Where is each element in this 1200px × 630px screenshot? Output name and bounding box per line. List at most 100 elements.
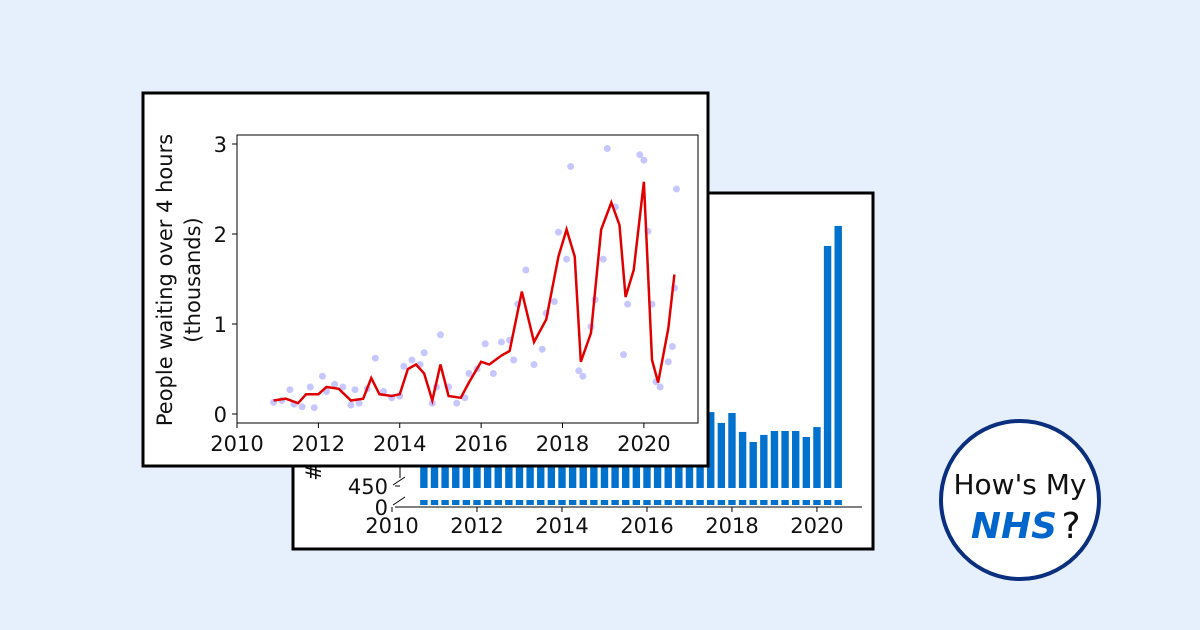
point (567, 163, 575, 170)
bar-stub (537, 500, 545, 505)
x-tick-label: 2016 (620, 514, 673, 538)
bar-stub (728, 500, 736, 505)
bar-stub (707, 500, 715, 505)
bar-stub (770, 500, 779, 505)
bar-stub (653, 500, 662, 505)
x-tick-label: 2020 (790, 514, 843, 538)
point (306, 383, 314, 391)
x-tick-label: 2018 (705, 514, 758, 538)
bar-stub (558, 500, 566, 505)
bar-stub (738, 500, 747, 505)
x-tick-label: 2018 (536, 432, 589, 456)
bar (770, 430, 779, 488)
bar (473, 450, 481, 488)
bar (420, 457, 428, 488)
axis-break (392, 476, 406, 506)
bar-stub (834, 500, 842, 505)
logo: How's My NHS ? (939, 419, 1101, 581)
bar (781, 430, 789, 488)
bar (834, 225, 842, 488)
point (640, 156, 648, 164)
point (286, 386, 294, 394)
bar (441, 459, 449, 488)
bar-stub (611, 500, 619, 505)
logo-ring (939, 419, 1101, 581)
point (656, 383, 664, 391)
y-axis-label: (thousands) (181, 217, 205, 342)
bar-stub (579, 500, 587, 505)
bar-stub (515, 500, 524, 505)
bar-stub (749, 500, 757, 505)
bar-stub (505, 500, 513, 505)
bar (515, 450, 524, 488)
bar (728, 413, 736, 488)
point (465, 370, 473, 377)
bar (430, 456, 439, 488)
y-tick-label: 2 (214, 223, 227, 247)
bar-stub (792, 500, 800, 505)
bar (813, 427, 821, 488)
bar (707, 412, 715, 488)
x-tick-label: 2012 (292, 432, 345, 456)
bar-stub (664, 500, 672, 505)
bar-stub (781, 500, 789, 505)
point (298, 403, 306, 411)
point (453, 399, 461, 407)
point (538, 345, 546, 353)
bar (823, 245, 832, 488)
point (579, 372, 587, 380)
bar (462, 452, 471, 488)
x-tick-label: 2010 (365, 514, 418, 538)
bar-stub (675, 500, 683, 505)
y-axis-label: # (302, 463, 326, 481)
x-tick-label: 2016 (454, 432, 507, 456)
bar-stub (802, 500, 811, 505)
bar-stub (632, 500, 641, 505)
point (347, 401, 355, 409)
bar-stub (600, 500, 609, 505)
plot-area (236, 134, 699, 424)
point (672, 185, 680, 193)
bar-stub (568, 500, 577, 505)
bar-stub (526, 500, 534, 505)
bar-stub (462, 500, 471, 505)
point (550, 298, 558, 305)
y-tick-label: 450 (348, 475, 388, 499)
point (379, 388, 387, 395)
bar-stub (430, 500, 439, 505)
front-chart: 2010 2012 2014 2016 2018 2020 0 1 2 3 People waiti… (141, 91, 710, 468)
bar (452, 454, 460, 488)
point (599, 255, 607, 263)
x-tick-label: 2012 (450, 514, 503, 538)
y-axis-label: People waiting over 4 hours (153, 134, 177, 426)
bar-stub (590, 500, 598, 505)
x-tick-label: 2020 (617, 432, 670, 456)
x-tick-label: 2010 (210, 432, 263, 456)
point (318, 372, 326, 380)
bar-stub (420, 500, 428, 505)
point (400, 362, 408, 370)
point (351, 386, 359, 394)
y-tick-label: 0 (214, 403, 227, 427)
point (310, 404, 318, 412)
point (636, 151, 644, 159)
point (620, 351, 628, 359)
bar-stub (441, 500, 449, 505)
point (331, 380, 339, 388)
bar-stub (483, 500, 492, 505)
point (668, 343, 676, 350)
bar-stub (813, 500, 821, 505)
bar (717, 422, 726, 488)
point (554, 228, 562, 236)
bar-stub (622, 500, 630, 505)
y-tick-label: 0 (375, 496, 388, 520)
point (497, 338, 505, 346)
bar (483, 454, 492, 488)
logo-brand: NHS (971, 506, 1057, 547)
bar-stub (717, 500, 726, 505)
bar (749, 442, 757, 488)
bar-stub (473, 500, 481, 505)
point (481, 340, 489, 348)
x-tick-label: 2014 (373, 432, 426, 456)
